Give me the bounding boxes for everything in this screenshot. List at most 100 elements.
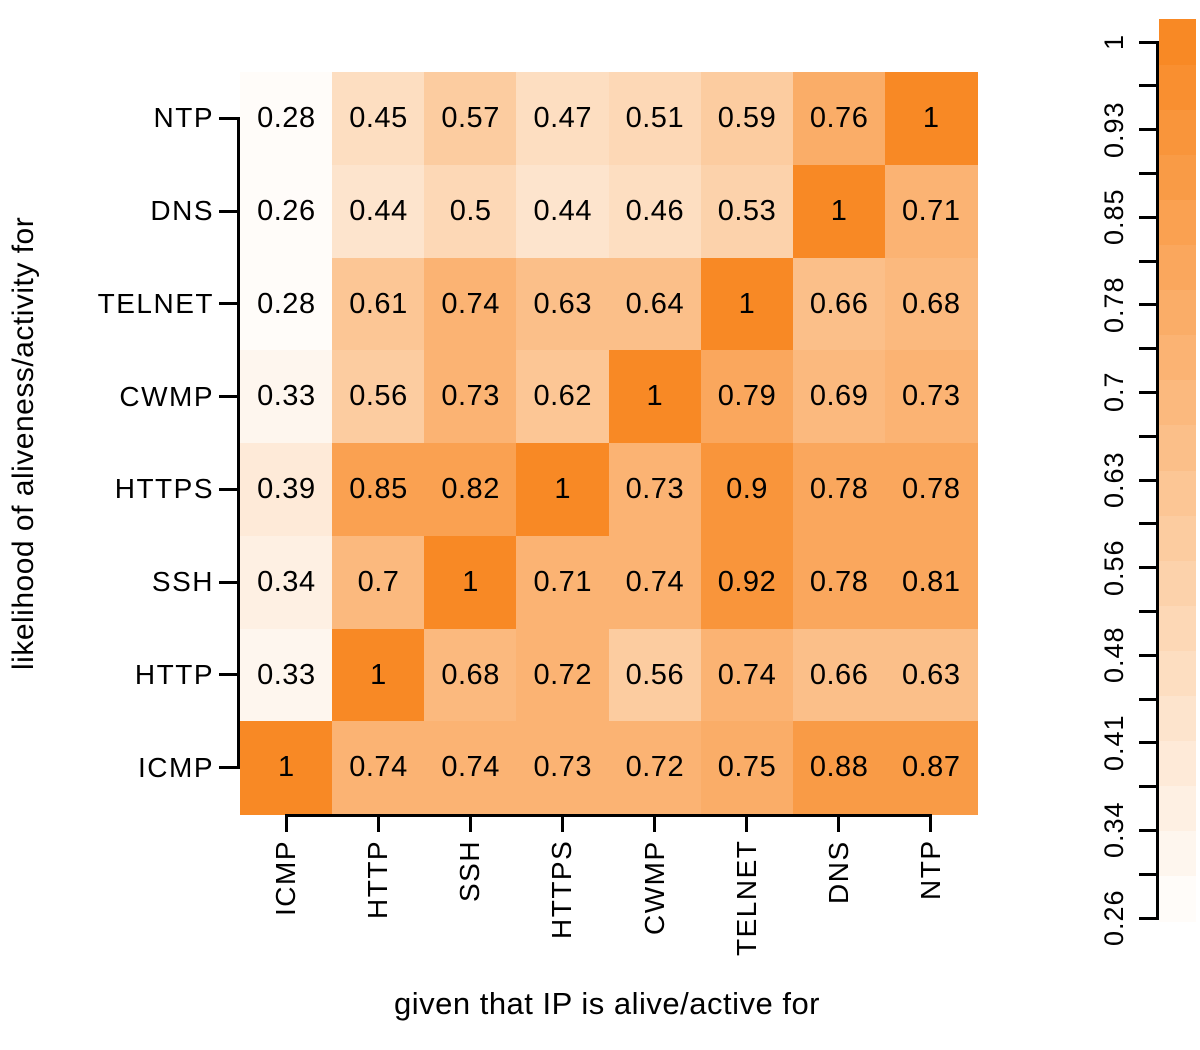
heatmap-cell: 1 xyxy=(516,443,610,537)
colorbar-tick xyxy=(1139,522,1156,526)
cell-value: 0.74 xyxy=(349,751,408,784)
cell-value: 0.34 xyxy=(257,565,316,598)
colorbar-tick-label: 0.56 xyxy=(1099,539,1129,596)
colorbar-segment xyxy=(1159,470,1196,516)
y-axis-tick xyxy=(219,580,237,584)
cell-value: 0.76 xyxy=(809,102,869,135)
cell-value: 0.68 xyxy=(902,287,961,320)
cell-value: 0.78 xyxy=(809,565,869,598)
cell-value: 0.78 xyxy=(902,473,961,506)
y-axis-tick xyxy=(219,116,237,120)
cell-value: 1 xyxy=(922,102,940,135)
x-axis-tick xyxy=(560,814,564,832)
cell-value: 0.61 xyxy=(349,287,408,320)
colorbar-tick xyxy=(1139,741,1156,745)
colorbar-segment xyxy=(1159,289,1196,336)
heatmap-cell: 0.73 xyxy=(424,350,517,444)
heatmap-cell: 0.72 xyxy=(608,721,702,815)
cell-value: 0.33 xyxy=(257,658,316,691)
colorbar-axis-line xyxy=(1156,40,1159,920)
heatmap-cell: 0.39 xyxy=(240,443,333,537)
cell-value: 0.81 xyxy=(902,565,961,598)
y-axis-line xyxy=(237,116,240,770)
cell-value: 0.53 xyxy=(717,194,777,227)
y-tick-label: TELNET xyxy=(97,287,214,319)
colorbar-segment xyxy=(1159,695,1196,742)
cell-value: 0.56 xyxy=(349,380,408,413)
cell-value: 1 xyxy=(462,565,479,598)
heatmap-cell: 0.47 xyxy=(516,72,610,166)
x-axis-tick xyxy=(745,814,749,832)
cell-value: 1 xyxy=(646,380,664,413)
y-axis-title: likelihood of aliveness/activity for xyxy=(7,216,40,670)
cell-value: 1 xyxy=(370,658,387,691)
colorbar-segment xyxy=(1159,154,1196,200)
cell-value: 0.63 xyxy=(902,658,961,691)
cell-value: 1 xyxy=(830,194,848,227)
y-tick-label: SSH xyxy=(151,566,214,598)
colorbar-tick-label: 0.48 xyxy=(1099,626,1129,684)
heatmap-cell: 0.59 xyxy=(700,72,794,166)
cell-value: 0.59 xyxy=(717,102,777,135)
colorbar-tick-label: 0.26 xyxy=(1099,889,1129,947)
heatmap-cell: 1 xyxy=(424,535,517,630)
colorbar-tick xyxy=(1139,785,1156,789)
y-tick-label: NTP xyxy=(153,102,214,134)
colorbar-segment xyxy=(1159,334,1196,381)
heatmap-cell: 0.78 xyxy=(884,443,978,537)
heatmap-cell: 0.82 xyxy=(424,443,517,537)
colorbar-tick xyxy=(1139,303,1156,307)
heatmap-cell: 0.74 xyxy=(332,721,425,815)
x-tick-label: NTP xyxy=(914,840,946,901)
cell-value: 0.73 xyxy=(533,751,592,784)
x-tick-label: SSH xyxy=(454,840,486,903)
heatmap-cell: 0.92 xyxy=(700,535,794,630)
colorbar-tick-label: 0.34 xyxy=(1099,802,1129,859)
heatmap-cell: 0.79 xyxy=(700,350,794,444)
heatmap-cell: 0.33 xyxy=(240,350,333,444)
heatmap-cell: 0.66 xyxy=(792,257,886,351)
colorbar-tick xyxy=(1139,697,1156,701)
y-tick-label: ICMP xyxy=(138,751,214,783)
x-axis-title: given that IP is alive/active for xyxy=(393,986,821,1021)
cell-value: 0.78 xyxy=(809,473,869,506)
colorbar-tick xyxy=(1139,347,1156,351)
cell-value: 0.75 xyxy=(717,751,777,784)
colorbar-tick xyxy=(1139,40,1156,44)
cell-value: 0.66 xyxy=(809,658,869,691)
cell-value: 0.72 xyxy=(625,751,685,784)
heatmap-cell: 0.44 xyxy=(332,164,425,259)
colorbar-tick xyxy=(1139,478,1156,482)
colorbar-tick-label: 0.85 xyxy=(1099,188,1129,246)
y-axis-tick xyxy=(219,302,237,306)
heatmap-cell: 0.71 xyxy=(516,535,610,630)
colorbar-tick-label: 0.78 xyxy=(1099,276,1129,334)
heatmap-cell: 0.5 xyxy=(424,164,517,259)
heatmap-cell: 0.72 xyxy=(516,628,610,722)
x-axis-tick xyxy=(376,814,380,832)
cell-value: 0.85 xyxy=(349,473,408,506)
cell-value: 0.63 xyxy=(533,287,592,320)
colorbar-segment xyxy=(1159,560,1196,606)
x-axis-tick xyxy=(284,814,288,832)
heatmap-cell: 0.73 xyxy=(608,443,702,537)
x-axis-tick xyxy=(653,814,657,832)
cell-value: 0.44 xyxy=(349,194,408,227)
y-axis-tick xyxy=(219,209,237,213)
colorbar-tick xyxy=(1139,434,1156,438)
heatmap-cell: 0.73 xyxy=(516,721,610,815)
heatmap-cell: 1 xyxy=(884,72,978,166)
colorbar xyxy=(1159,19,1196,922)
colorbar-segment xyxy=(1159,64,1196,110)
heatmap-cell: 0.87 xyxy=(884,721,978,815)
colorbar-segment xyxy=(1159,830,1196,877)
heatmap-cell: 0.69 xyxy=(792,350,886,444)
y-tick-label: HTTPS xyxy=(114,473,214,505)
heatmap-cell: 0.56 xyxy=(608,628,702,722)
cell-value: 0.73 xyxy=(625,473,685,506)
colorbar-tick-label: 0.7 xyxy=(1099,372,1129,413)
cell-value: 0.57 xyxy=(441,102,500,135)
heatmap-cell: 0.53 xyxy=(700,164,794,259)
x-tick-label: ICMP xyxy=(270,840,302,916)
colorbar-segment xyxy=(1159,19,1196,65)
